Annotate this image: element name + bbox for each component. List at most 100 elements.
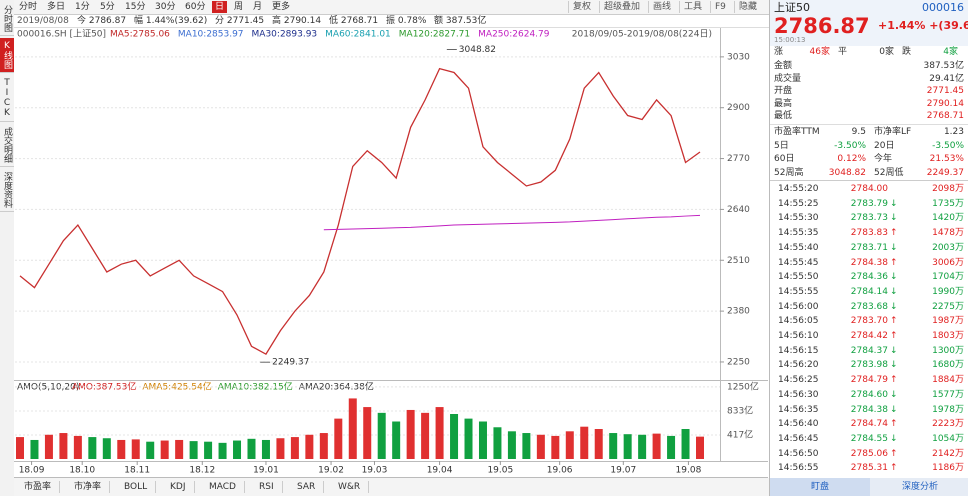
volume-bar	[638, 434, 647, 459]
tick-volume: 1186万	[932, 463, 964, 474]
x-tick-label: 19.01	[253, 466, 279, 476]
volume-bar	[623, 434, 632, 459]
toolbar-button[interactable]: 30分	[155, 2, 176, 12]
indicator-tab[interactable]: BOLL	[116, 481, 157, 493]
indicator-tab[interactable]: W&R	[330, 481, 370, 493]
volume-bar	[102, 438, 111, 459]
legend-entry: MA30:2893.93	[252, 30, 318, 40]
volume-bar	[580, 426, 589, 459]
tick-arrow: ↓	[890, 272, 898, 283]
volume-bar	[363, 407, 372, 459]
legend-entry: MA10:2853.97	[178, 30, 244, 40]
tick-arrow: ↑	[890, 463, 898, 474]
toolbar-button[interactable]: 工具	[679, 1, 706, 13]
tick-volume: 1420万	[932, 213, 964, 224]
side-bar	[0, 0, 14, 496]
quote-change: +1.44% +(39.62)	[878, 19, 968, 32]
toolbar-button[interactable]: 15分	[125, 2, 146, 12]
indicator-tab[interactable]: 市盈率	[16, 481, 61, 493]
x-tick-label: 18.12	[189, 466, 215, 476]
side-tab[interactable]: 深度资料	[0, 169, 14, 212]
toolbar-button[interactable]: 月	[253, 2, 263, 12]
volume-bar	[204, 441, 213, 459]
tick-arrow: ↓	[890, 301, 898, 312]
tick-time: 14:56:30	[778, 389, 819, 400]
toolbar-button[interactable]: 5分	[100, 2, 115, 12]
quote-time: 15:00:13	[774, 36, 806, 44]
tick-time: 14:55:30	[778, 213, 819, 224]
tick-arrow: ↓	[890, 404, 898, 415]
indicator-tab[interactable]: RSI	[251, 481, 283, 493]
volume-bar	[233, 440, 242, 459]
active-bottom-tab	[770, 478, 870, 496]
stat-label: 52周低	[874, 167, 904, 178]
indicator-tab[interactable]: SAR	[289, 481, 325, 493]
toolbar-button[interactable]: 更多	[272, 2, 291, 12]
stat-label: 市盈率TTM	[774, 127, 820, 137]
x-tick-label: 18.10	[69, 466, 95, 476]
toolbar-button[interactable]: 1分	[75, 2, 90, 12]
stat-value: 2249.37	[926, 167, 964, 178]
stat-label: 今年	[874, 154, 893, 164]
toolbar-button[interactable]: F9	[710, 1, 730, 13]
tick-volume: 1987万	[932, 316, 964, 327]
toolbar-button[interactable]: 复权	[568, 1, 595, 13]
stat-value: -3.50%	[834, 140, 866, 151]
tick-time: 14:56:55	[778, 463, 819, 474]
volume-bar	[493, 427, 502, 459]
volume-bar	[131, 439, 140, 459]
tick-time: 14:56:05	[778, 316, 819, 327]
side-tab[interactable]: 成交明细	[0, 124, 14, 167]
tick-price: 2783.73	[850, 213, 888, 224]
volume-bar	[44, 434, 53, 459]
stat-label: 最低	[774, 111, 793, 121]
tick-volume: 2223万	[932, 419, 964, 430]
y-tick-label: 3030	[727, 52, 750, 62]
tick-arrow: ↑	[890, 375, 898, 386]
toolbar-button[interactable]: 日	[212, 1, 228, 13]
volume-bar	[565, 431, 574, 459]
stat-label: 最高	[774, 98, 793, 109]
volume-bar	[681, 429, 690, 459]
side-tab[interactable]: TICK	[0, 75, 14, 122]
bottom-tab[interactable]: 深度分析	[901, 482, 938, 492]
indicator-tab[interactable]: KDJ	[162, 481, 195, 493]
toolbar-button[interactable]: 多日	[47, 2, 66, 12]
legend-entry: AMA5:425.54亿	[142, 381, 211, 393]
info-item: 高 2790.14	[272, 16, 322, 26]
toolbar-button[interactable]: 分时	[19, 2, 38, 12]
bottom-tab[interactable]: 盯盘	[810, 482, 829, 492]
tick-volume: 1978万	[932, 404, 964, 415]
tick-time: 14:56:00	[778, 301, 819, 312]
toolbar-button[interactable]: 隐藏	[734, 1, 761, 13]
tick-arrow: ↓	[890, 242, 898, 253]
tick-price: 2785.06	[850, 448, 888, 459]
side-tab[interactable]: K线图	[0, 38, 14, 73]
tick-volume: 1884万	[932, 375, 964, 386]
toolbar-button[interactable]: 60分	[185, 2, 206, 12]
tick-arrow: ↑	[890, 257, 898, 268]
info-item: 今 2786.87	[77, 16, 127, 26]
indicator-tab[interactable]: MACD	[201, 481, 245, 493]
stat-label: 市净率LF	[874, 127, 912, 137]
tick-volume: 2142万	[932, 448, 964, 459]
volume-bar	[696, 436, 704, 459]
annotation: 2249.37	[272, 358, 309, 368]
side-tab[interactable]: 分时图	[0, 2, 14, 36]
tick-volume: 1990万	[932, 286, 964, 297]
toolbar-button[interactable]: 超级叠加	[599, 1, 644, 13]
quote-price: 2786.87	[774, 14, 870, 38]
tick-time: 14:56:50	[778, 448, 819, 459]
toolbar-button[interactable]: 画线	[648, 1, 675, 13]
quote-code: 000016	[922, 1, 964, 14]
tick-price: 2784.36	[850, 272, 888, 283]
tick-time: 14:55:25	[778, 198, 819, 209]
toolbar-button[interactable]: 周	[234, 2, 244, 12]
indicator-tab[interactable]: 市净率	[66, 481, 111, 493]
tick-price: 2784.55	[850, 433, 888, 444]
breadth-label: 跌	[902, 47, 912, 57]
y-tick-label: 417亿	[727, 428, 753, 440]
volume-bar	[609, 433, 618, 459]
tick-arrow: ↓	[890, 360, 898, 371]
volume-bar	[290, 437, 299, 459]
